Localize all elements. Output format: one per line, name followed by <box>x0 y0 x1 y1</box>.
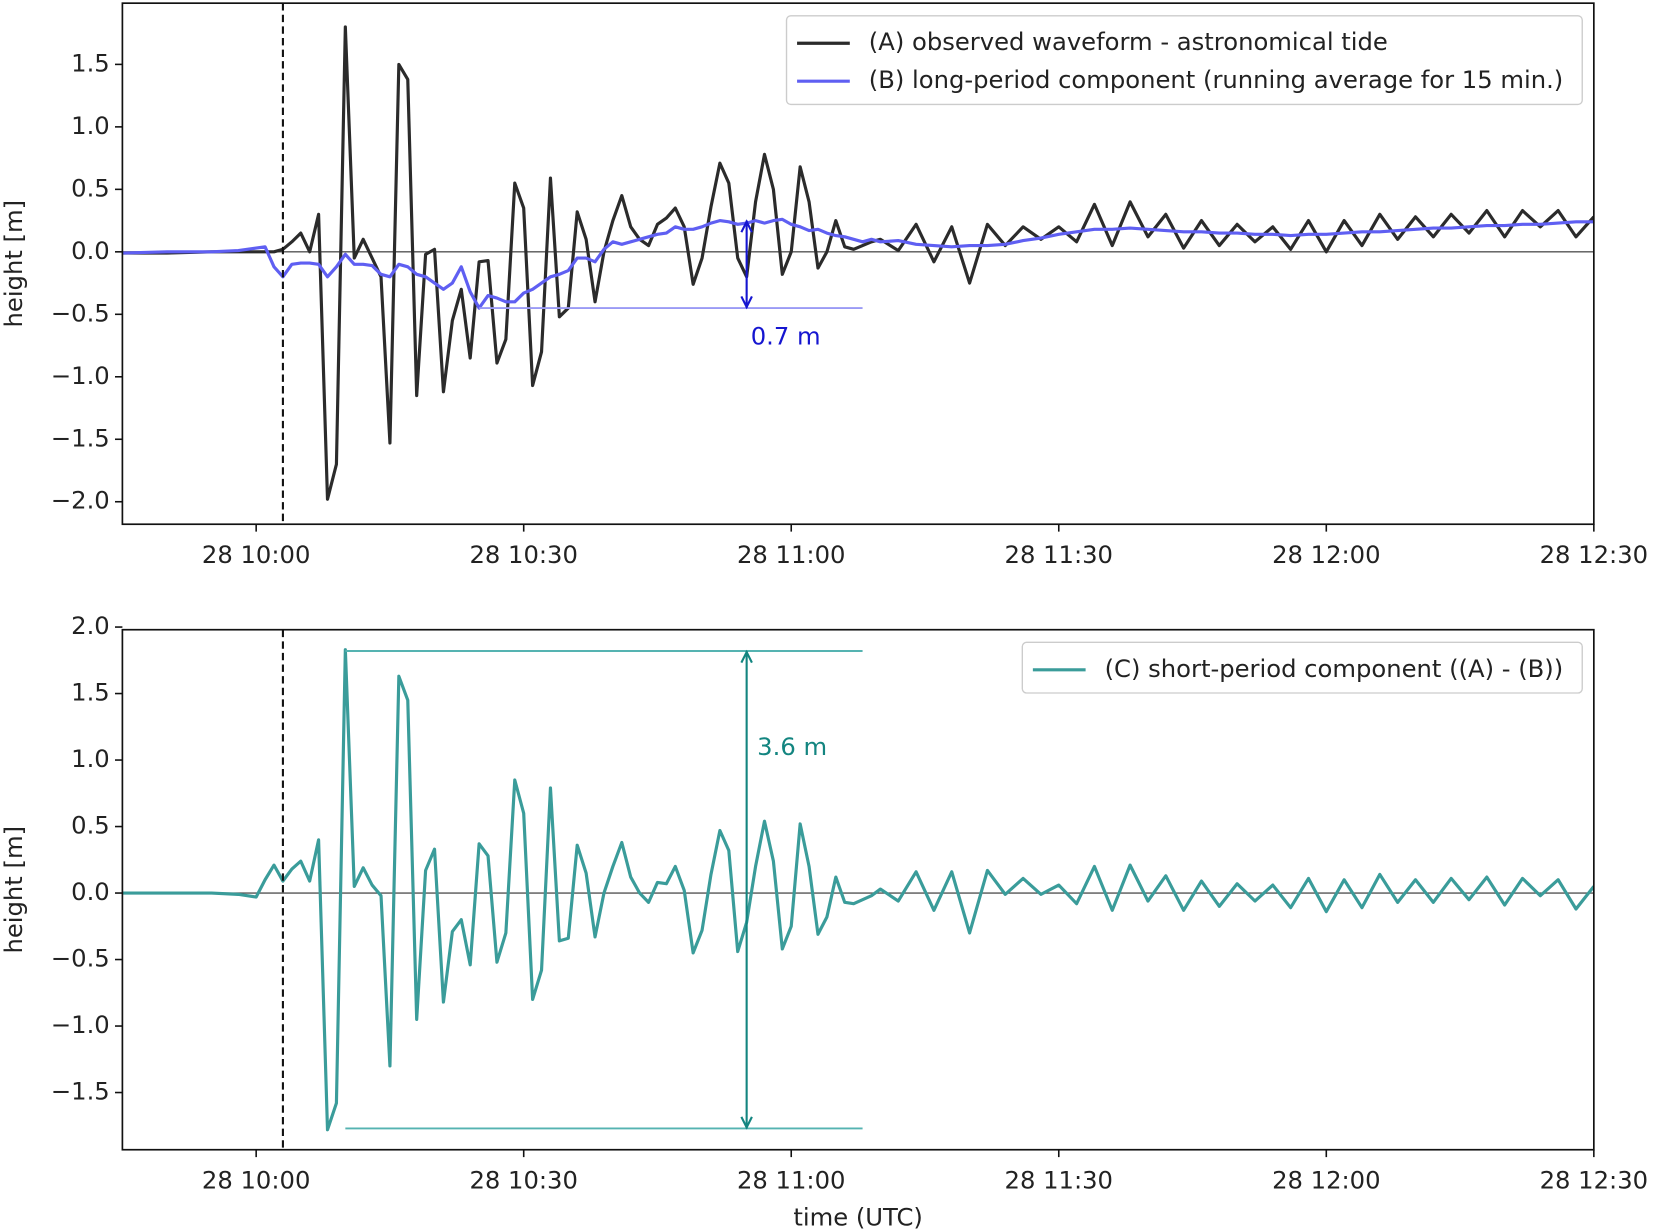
y-tick-label: 1.5 <box>71 48 110 77</box>
annotation-label: 3.6 m <box>757 732 827 761</box>
arrow-head <box>740 1116 753 1130</box>
x-tick-label: 28 10:00 <box>202 1165 310 1194</box>
y-tick-label: −1.0 <box>51 1010 110 1039</box>
y-tick-label: 2.0 <box>71 611 110 640</box>
x-tick-label: 28 11:00 <box>737 540 845 569</box>
y-tick-label: −1.5 <box>51 423 110 452</box>
arrow-head <box>740 649 753 664</box>
x-tick-label: 28 12:00 <box>1272 1165 1380 1194</box>
y-tick-label: 1.0 <box>71 744 110 773</box>
x-axis-label: time (UTC) <box>793 1202 923 1231</box>
series-line <box>122 25 1594 501</box>
y-tick-label: −1.5 <box>51 1077 110 1106</box>
x-tick-label: 28 11:30 <box>1005 540 1113 569</box>
legend-label: (C) short-period component ((A) - (B)) <box>1105 654 1564 683</box>
x-tick-label: 28 12:30 <box>1540 540 1648 569</box>
x-tick-label: 28 10:30 <box>469 540 577 569</box>
series-line <box>122 648 1594 1132</box>
y-tick-label: −1.0 <box>51 361 110 390</box>
annotation-label: 0.7 m <box>751 322 821 351</box>
plot-area: 0.7 m −2.0 −1.5 −1.0 −0.5 0.0 0.5 1.0 1.5 28 10:0… <box>0 2 1648 569</box>
y-tick-label: −0.5 <box>51 298 110 327</box>
legend: (A) observed waveform - astronomical tid… <box>785 15 1583 106</box>
x-tick-label: 28 12:30 <box>1540 1165 1648 1194</box>
legend-frame <box>785 15 1583 106</box>
legend-label: (A) observed waveform - astronomical tid… <box>869 27 1388 56</box>
x-tick-label: 28 12:00 <box>1272 540 1380 569</box>
legend-label: (B) long-period component (running avera… <box>869 65 1563 94</box>
y-tick-label: 1.0 <box>71 111 110 140</box>
y-tick-label: 0.5 <box>71 173 110 202</box>
y-tick-label: 1.5 <box>71 678 110 707</box>
y-tick-label: 0.0 <box>71 877 110 906</box>
plot-area: 3.6 m −1.5 −1.0 −0.5 0.0 0.5 1.0 1.5 2.0 28 10:00… <box>0 611 1648 1231</box>
y-tick-label: 0.0 <box>71 236 110 265</box>
y-tick-label: −0.5 <box>51 944 110 973</box>
x-tick-label: 28 11:00 <box>737 1165 845 1194</box>
axes-frame <box>121 628 1595 1151</box>
arrow-head <box>740 295 753 310</box>
y-axis-label: height [m] <box>0 200 28 328</box>
legend: (C) short-period component ((A) - (B)) <box>1021 641 1583 694</box>
y-axis-label: height [m] <box>0 826 28 954</box>
x-tick-label: 28 10:30 <box>469 1165 577 1194</box>
series-line <box>122 217 1594 310</box>
axes-frame <box>121 2 1595 526</box>
x-tick-label: 28 10:00 <box>202 540 310 569</box>
x-tick-label: 28 11:30 <box>1005 1165 1113 1194</box>
y-tick-label: −2.0 <box>51 486 110 515</box>
arrow-head <box>740 219 753 233</box>
y-tick-label: 0.5 <box>71 811 110 840</box>
legend-frame <box>1021 641 1583 694</box>
